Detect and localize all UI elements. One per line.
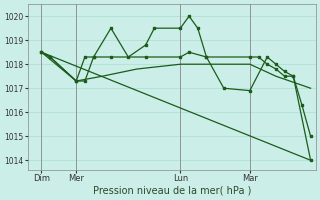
X-axis label: Pression niveau de la mer( hPa ): Pression niveau de la mer( hPa ) xyxy=(92,186,251,196)
